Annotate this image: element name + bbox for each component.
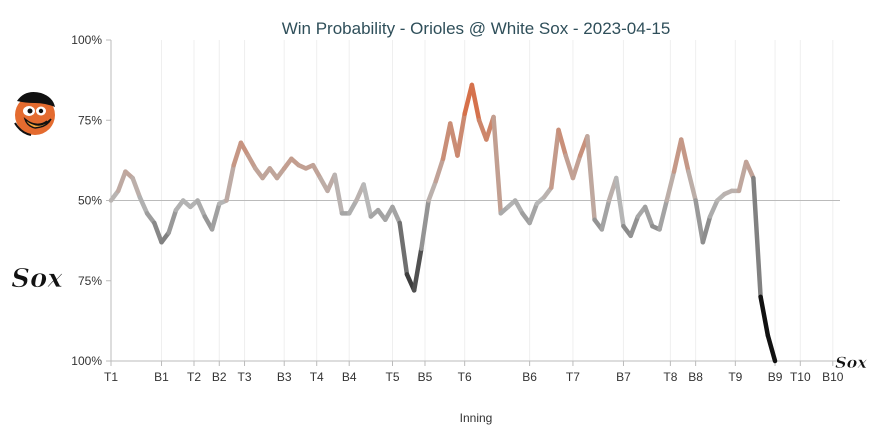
- x-tick-label: T8: [663, 370, 677, 384]
- series-segment: [231, 140, 244, 168]
- series-segment: [419, 198, 431, 251]
- series-segment: [628, 214, 641, 239]
- x-tick-label: T9: [728, 370, 742, 384]
- series-segment: [411, 246, 424, 293]
- series-segment: [245, 153, 258, 171]
- series-segment: [570, 153, 583, 181]
- x-tick-label: T6: [458, 370, 472, 384]
- x-tick-label: B8: [688, 370, 703, 384]
- x-tick-label: B9: [768, 370, 783, 384]
- x-tick-label: T5: [385, 370, 399, 384]
- series-segment: [751, 175, 763, 300]
- series-segment: [678, 137, 691, 174]
- series-segment: [512, 198, 525, 216]
- series-segment: [642, 204, 655, 229]
- x-tick-label: T4: [310, 370, 324, 384]
- y-tick-label: 50%: [78, 194, 102, 208]
- win-probability-series: [108, 82, 778, 364]
- y-tick-label: 75%: [78, 274, 102, 288]
- x-axis-ticks: T1 B1 T2 B2 T3 B3 T4 B4 T5 B5 T6 B6 T7 B7 T8 B8 T9 B9 T10 B…: [104, 361, 844, 384]
- white-sox-logo-text: Sox: [11, 264, 63, 294]
- x-tick-label: B2: [212, 370, 227, 384]
- x-tick-label: T7: [566, 370, 580, 384]
- orioles-bird-logo: [14, 92, 55, 136]
- y-tick-label: 100%: [71, 354, 102, 368]
- chart-title: Win Probability - Orioles @ White Sox - …: [282, 19, 671, 38]
- series-segment: [166, 207, 179, 235]
- y-tick-label: 75%: [78, 113, 102, 127]
- white-sox-end-logo: Sox: [835, 353, 868, 373]
- series-segment: [743, 159, 756, 181]
- x-tick-label: B4: [342, 370, 357, 384]
- series-segment: [433, 156, 446, 184]
- series-segment: [310, 162, 323, 181]
- x-axis-label: Inning: [460, 411, 493, 425]
- series-segment: [686, 169, 698, 203]
- series-segment: [657, 198, 670, 232]
- series-segment: [613, 175, 626, 229]
- series-segment: [700, 214, 713, 245]
- series-segment: [693, 198, 706, 245]
- white-sox-end-logo-text: Sox: [835, 353, 867, 372]
- series-segment: [664, 169, 677, 203]
- series-segment: [527, 201, 540, 226]
- series-segment: [599, 198, 612, 232]
- x-tick-label: T10: [790, 370, 811, 384]
- series-segment: [671, 137, 684, 174]
- series-segment: [238, 140, 251, 158]
- series-segment: [130, 175, 143, 200]
- white-sox-logo: Sox: [11, 264, 64, 295]
- series-segment: [332, 172, 345, 216]
- x-tick-label: B6: [522, 370, 537, 384]
- series-segment: [549, 127, 561, 190]
- x-tick-label: T3: [238, 370, 252, 384]
- x-tick-label: T1: [104, 370, 118, 384]
- series-segment: [563, 153, 576, 181]
- series-segment: [585, 134, 597, 223]
- series-segment: [455, 111, 467, 158]
- series-segment: [469, 82, 482, 123]
- series-segment: [440, 121, 453, 162]
- series-segment: [137, 195, 150, 216]
- series-segment: [397, 220, 410, 277]
- series-segment: [556, 127, 568, 158]
- series-segment: [195, 198, 208, 219]
- series-segment: [115, 169, 128, 194]
- series-segment: [426, 178, 439, 203]
- series-segment: [224, 162, 236, 203]
- x-tick-label: B7: [616, 370, 631, 384]
- series-segment: [491, 114, 504, 216]
- series-segment: [765, 333, 778, 364]
- y-tick-label: 100%: [71, 33, 102, 47]
- series-segment: [361, 182, 374, 219]
- series-segment: [346, 198, 359, 216]
- series-segment: [209, 201, 222, 232]
- y-axis-ticks: 100% 75% 50% 75% 100%: [71, 33, 111, 368]
- series-segment: [758, 294, 771, 338]
- series-segment: [152, 220, 164, 245]
- series-segment: [736, 159, 749, 194]
- x-tick-label: B10: [822, 370, 844, 384]
- series-segment: [707, 198, 720, 219]
- x-tick-label: B5: [418, 370, 433, 384]
- series-segment: [390, 204, 402, 226]
- x-tick-label: B1: [154, 370, 169, 384]
- x-tick-label: T2: [187, 370, 201, 384]
- x-tick-label: B3: [277, 370, 292, 384]
